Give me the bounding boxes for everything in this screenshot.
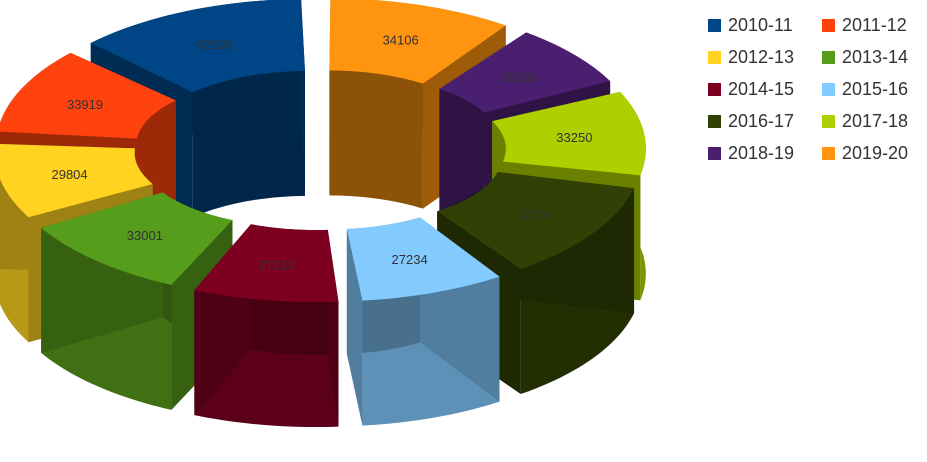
slice-inner-wall <box>192 70 305 218</box>
legend-item-2019-20: 2019-20 <box>822 142 908 164</box>
donut-chart: 34106 42505 25036 33919 33250 29804 38166 33001… <box>0 0 646 428</box>
legend-swatch <box>708 50 721 64</box>
data-label-2010-11: 42505 <box>197 37 233 52</box>
data-label-2012-13: 29804 <box>51 167 87 182</box>
legend-label: 2019-20 <box>842 142 909 163</box>
slice-top-face <box>41 192 233 285</box>
data-label-2019-20: 34106 <box>383 33 419 48</box>
legend-label: 2016-17 <box>728 110 795 131</box>
legend-item-2018-19: 2018-19 <box>708 142 794 164</box>
legend-swatch <box>822 50 835 64</box>
legend-swatch <box>822 18 835 32</box>
legend-item-2016-17: 2016-17 <box>708 110 794 132</box>
data-label-2018-19: 25036 <box>501 70 537 85</box>
slice-end-cap <box>346 229 363 426</box>
data-label-2016-17: 38166 <box>516 207 552 222</box>
legend-label: 2014-15 <box>728 78 795 99</box>
slice-top-face <box>437 172 635 270</box>
legend-swatch <box>822 114 835 128</box>
legend-label: 2012-13 <box>728 46 795 67</box>
legend-item-2011-12: 2011-12 <box>822 14 907 36</box>
slice-top-face <box>439 32 611 113</box>
legend-swatch <box>708 18 721 32</box>
legend-swatch <box>708 82 721 96</box>
data-label-2015-16: 27234 <box>392 252 428 267</box>
legend-item-2014-15: 2014-15 <box>708 78 794 100</box>
slice-top-face <box>0 52 176 139</box>
slice-top-face <box>329 0 506 84</box>
slice-top-face <box>194 224 339 303</box>
legend-swatch <box>708 114 721 128</box>
legend-item-2015-16: 2015-16 <box>822 78 908 100</box>
slice-2014-15 <box>194 224 339 428</box>
legend-label: 2015-16 <box>842 78 909 99</box>
data-label-2013-14: 33001 <box>127 228 163 243</box>
slice-top-face <box>346 217 500 301</box>
slice-2015-16 <box>346 217 500 426</box>
legend-swatch <box>822 82 835 96</box>
legend-item-2010-11: 2010-11 <box>708 14 793 36</box>
data-label-2014-15: 27213 <box>259 258 295 273</box>
legend-swatch <box>708 146 721 160</box>
slice-inner-wall <box>329 70 423 209</box>
legend-swatch <box>822 146 835 160</box>
slice-top-face <box>90 0 305 93</box>
data-label-2017-18: 33250 <box>556 130 592 145</box>
slice-top-face <box>0 143 153 218</box>
legend-label: 2013-14 <box>842 46 909 67</box>
legend-label: 2010-11 <box>728 14 793 35</box>
legend-item-2017-18: 2017-18 <box>822 110 908 132</box>
legend-item-2013-14: 2013-14 <box>822 46 908 68</box>
legend-item-2012-13: 2012-13 <box>708 46 794 68</box>
legend-label: 2018-19 <box>728 142 795 163</box>
data-label-2011-12: 33919 <box>67 97 103 112</box>
slice-top-face <box>492 91 646 176</box>
legend-label: 2011-12 <box>842 14 907 35</box>
legend-label: 2017-18 <box>842 110 909 131</box>
